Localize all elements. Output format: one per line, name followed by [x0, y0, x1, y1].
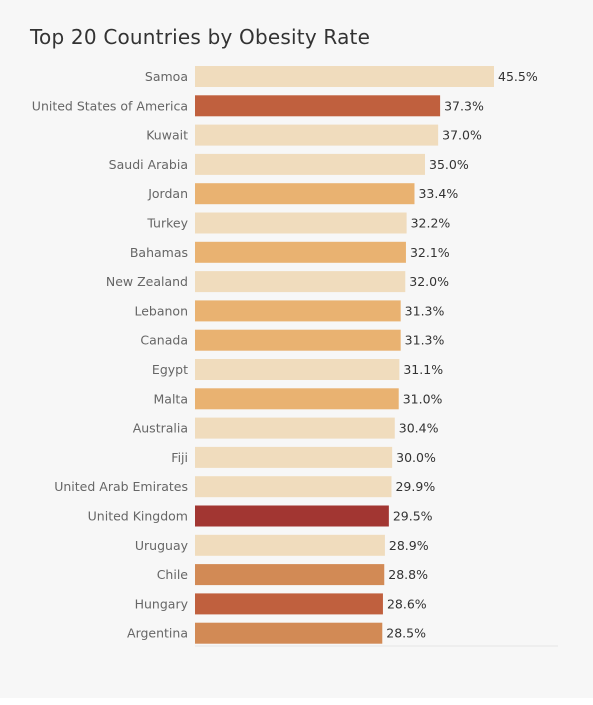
category-label: Saudi Arabia [109, 157, 188, 172]
bar-uruguay[interactable] [195, 534, 385, 556]
bar-lebanon[interactable] [195, 300, 401, 322]
value-label: 30.4% [399, 421, 439, 436]
bar-united-kingdom[interactable] [195, 505, 389, 527]
bar-turkey[interactable] [195, 212, 407, 234]
bar-new-zealand[interactable] [195, 271, 406, 293]
value-label: 45.5% [498, 69, 538, 84]
bar-egypt[interactable] [195, 359, 400, 380]
value-label: 30.0% [396, 450, 436, 465]
category-label: Kuwait [146, 128, 188, 143]
value-label: 28.8% [388, 567, 428, 582]
bar-australia[interactable] [195, 417, 395, 439]
category-label: Argentina [127, 626, 188, 641]
category-label: Hungary [135, 596, 189, 611]
bar-fiji[interactable] [195, 446, 393, 468]
bar-malta[interactable] [195, 388, 399, 410]
category-label: Egypt [152, 362, 188, 377]
bar-bahamas[interactable] [195, 241, 406, 263]
bar-samoa[interactable] [195, 66, 494, 87]
bar-canada[interactable] [195, 329, 401, 351]
value-label: 28.9% [389, 538, 429, 553]
value-label: 37.0% [442, 128, 482, 143]
category-label: United States of America [32, 98, 188, 113]
category-label: Malta [154, 391, 188, 406]
category-label: Lebanon [134, 303, 188, 318]
value-label: 29.9% [395, 479, 435, 494]
bar-saudi-arabia[interactable] [195, 153, 425, 175]
bar-chile[interactable] [195, 564, 385, 586]
bar-kuwait[interactable] [195, 124, 439, 146]
value-label: 32.0% [409, 274, 449, 289]
chart-title: Top 20 Countries by Obesity Rate [30, 25, 371, 49]
value-label: 31.0% [403, 391, 443, 406]
value-label: 32.1% [410, 245, 450, 260]
bar-united-arab-emirates[interactable] [195, 476, 392, 498]
value-label: 29.5% [393, 509, 433, 524]
category-label: Jordan [147, 186, 188, 201]
bars-group: Samoa 45.5% United States of America 37.3% K… [32, 66, 558, 647]
category-label: New Zealand [106, 274, 188, 289]
value-label: 37.3% [444, 98, 484, 113]
category-label: United Kingdom [88, 509, 188, 524]
value-label: 31.3% [405, 303, 445, 318]
category-label: Uruguay [135, 538, 189, 553]
category-label: Australia [133, 421, 188, 436]
value-label: 31.3% [405, 333, 445, 348]
bar-jordan[interactable] [195, 183, 415, 205]
category-label: Fiji [171, 450, 188, 465]
category-label: Canada [140, 333, 188, 348]
category-label: Bahamas [130, 245, 188, 260]
category-label: Samoa [145, 69, 188, 84]
bar-united-states-of-america[interactable] [195, 95, 441, 117]
bar-hungary[interactable] [195, 593, 383, 615]
category-label: Chile [157, 567, 189, 582]
value-label: 31.1% [403, 362, 443, 377]
value-label: 28.5% [386, 626, 426, 641]
value-label: 35.0% [429, 157, 469, 172]
value-label: 33.4% [418, 186, 458, 201]
category-label: Turkey [146, 216, 188, 231]
bar-argentina[interactable] [195, 622, 383, 644]
value-label: 28.6% [387, 596, 427, 611]
value-label: 32.2% [411, 216, 451, 231]
category-label: United Arab Emirates [54, 479, 188, 494]
